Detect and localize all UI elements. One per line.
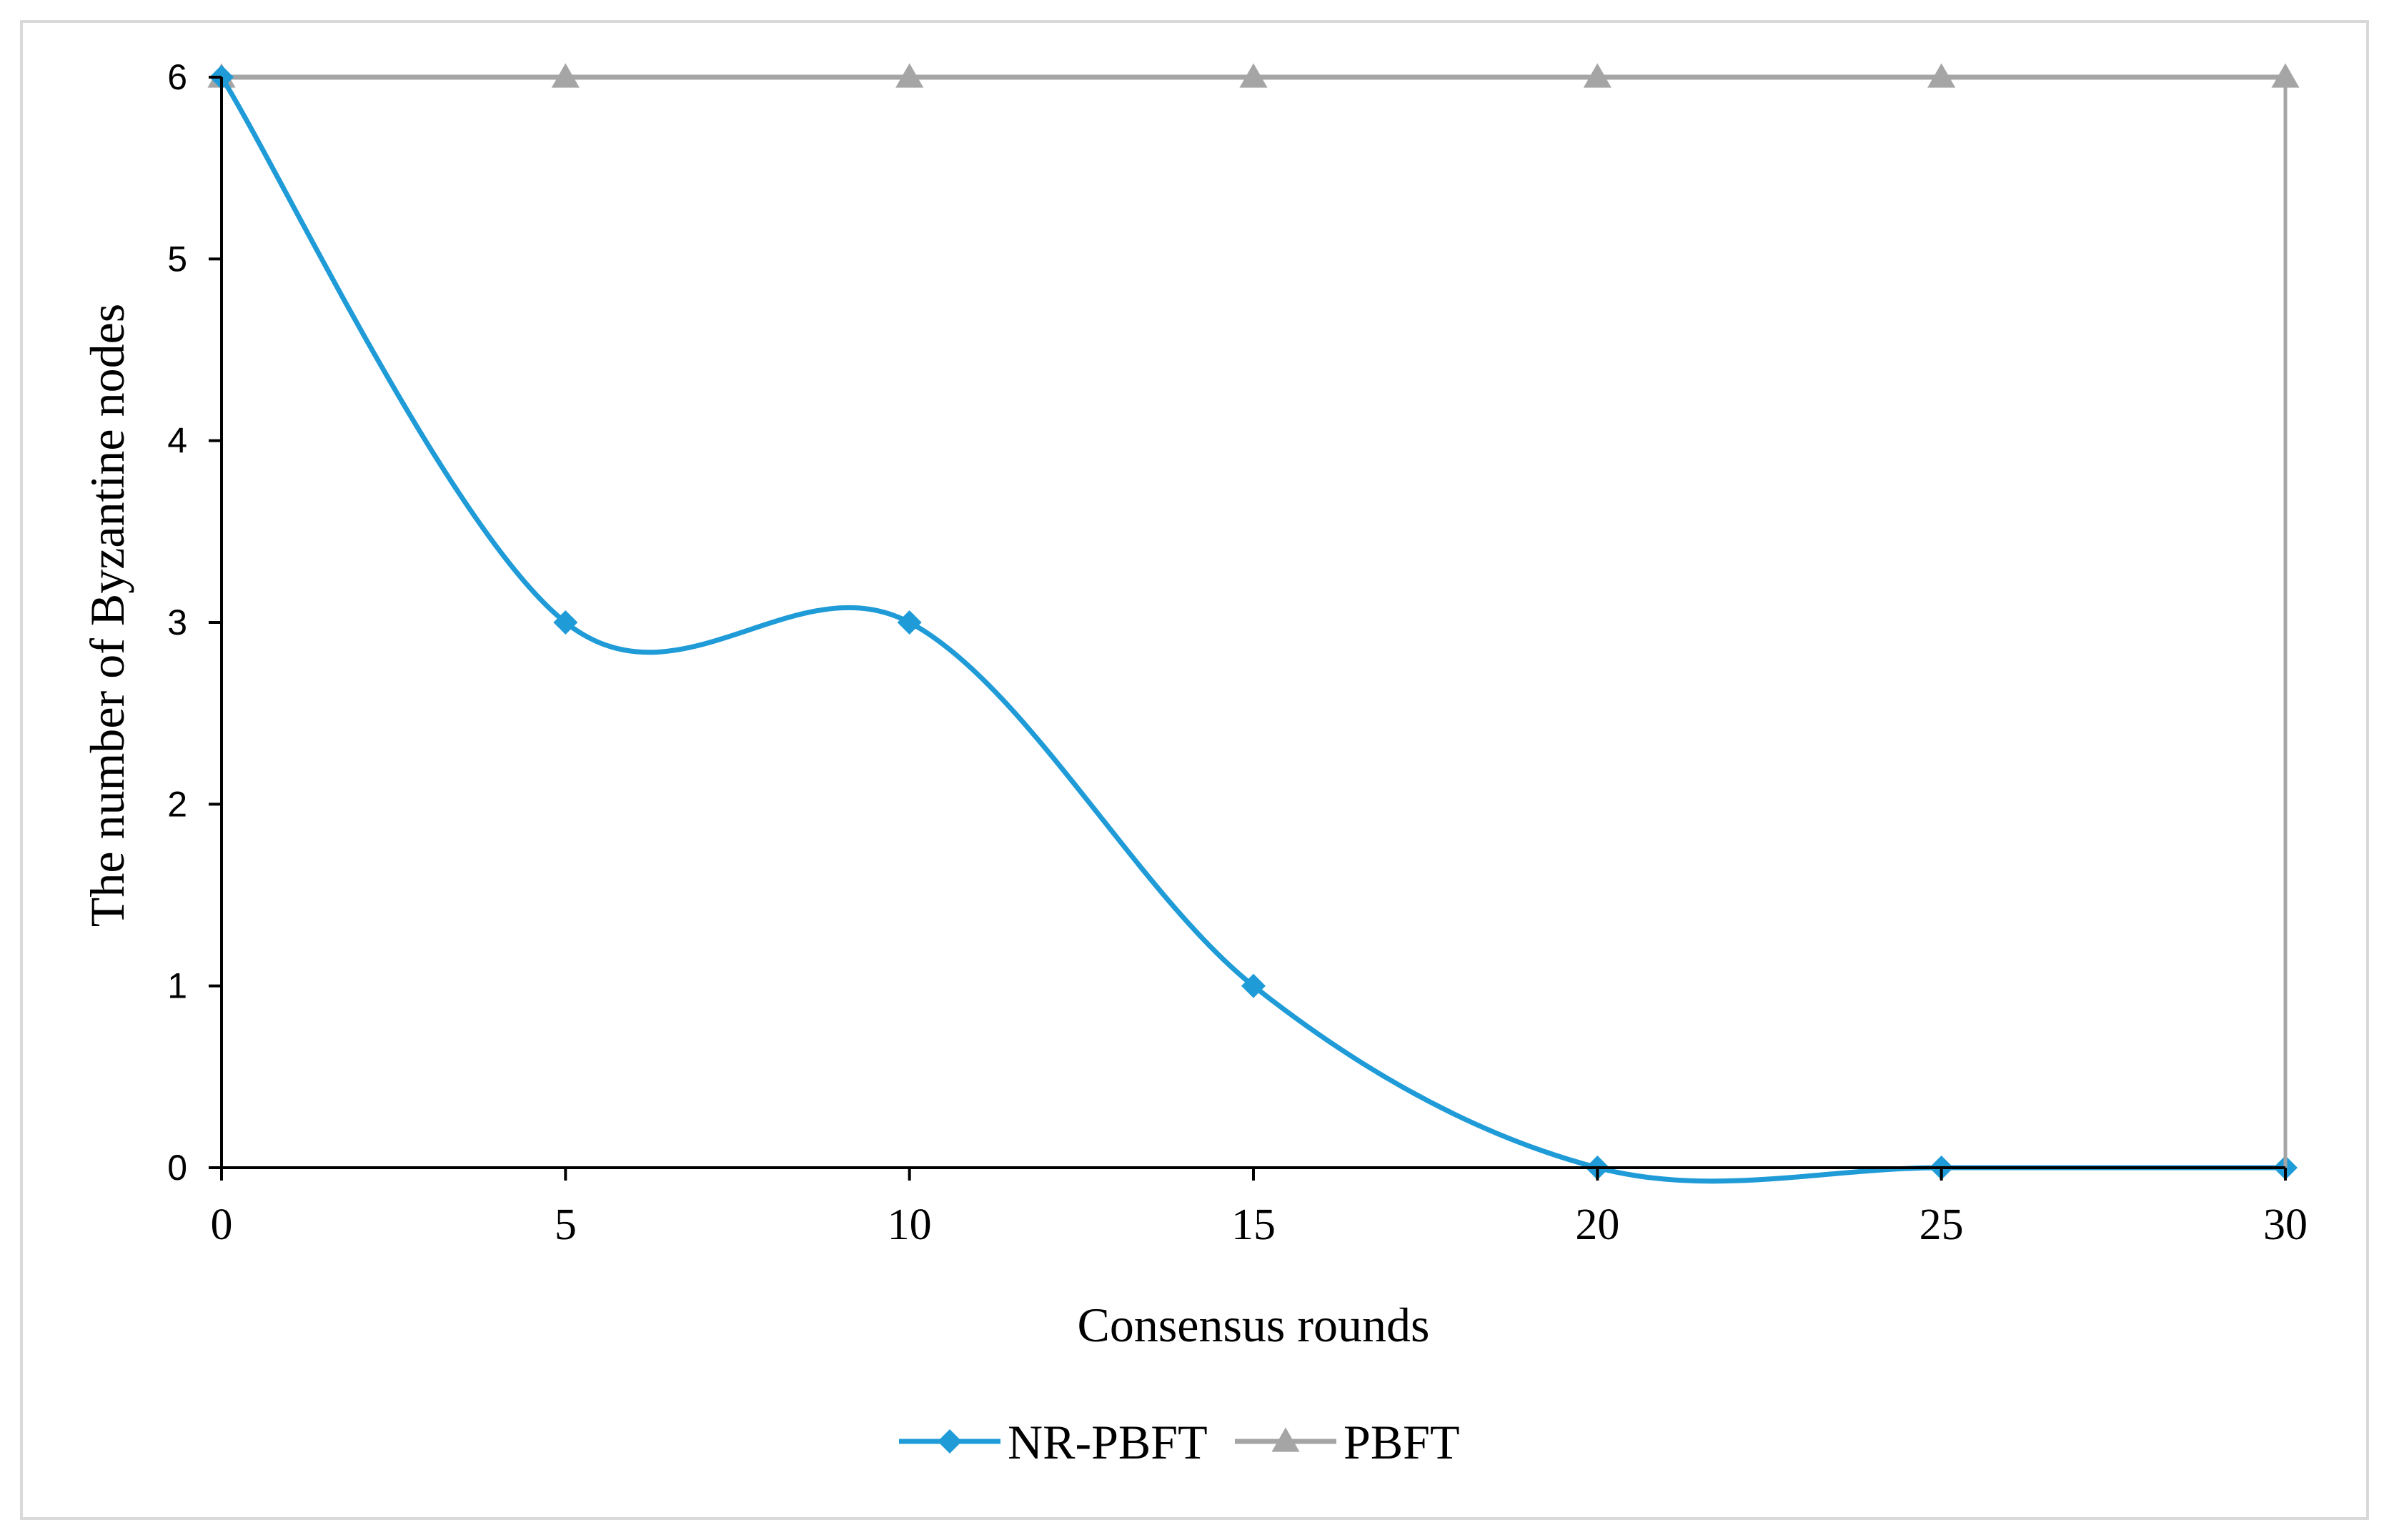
data-point-marker — [895, 63, 924, 88]
data-point-marker — [2271, 63, 2300, 88]
y-tick-label: 0 — [167, 1148, 187, 1188]
axes: 0 1 2 3 4 5 6 0 5 10 15 20 25 30 — [167, 57, 2308, 1249]
legend-label: NR-PBFT — [1008, 1415, 1208, 1469]
data-point-marker — [1927, 63, 1956, 88]
data-point-marker — [1583, 63, 1611, 88]
data-point-marker — [1271, 1427, 1300, 1452]
x-tick-label: 15 — [1231, 1201, 1276, 1249]
y-tick-label: 5 — [167, 239, 187, 279]
data-point-marker — [1241, 973, 1266, 998]
data-point-marker — [1239, 63, 1268, 88]
y-tick-label: 2 — [167, 784, 187, 824]
x-tick-label: 0 — [211, 1201, 233, 1249]
x-tick-label: 20 — [1575, 1201, 1619, 1249]
legend-label: PBFT — [1343, 1415, 1460, 1469]
y-tick-label: 4 — [167, 421, 187, 461]
legend-item: PBFT — [1235, 1415, 1460, 1469]
data-point-marker — [938, 1429, 962, 1454]
data-point-marker — [897, 610, 922, 635]
y-tick-label: 1 — [167, 966, 187, 1006]
x-tick-label: 10 — [888, 1201, 932, 1249]
y-axis-title: The number of Byzantine nodes — [80, 304, 134, 927]
y-tick-label: 6 — [167, 57, 187, 97]
data-point-marker — [551, 63, 580, 88]
data-point-marker — [553, 610, 578, 635]
x-tick-label: 5 — [555, 1201, 577, 1249]
x-tick-label: 25 — [1919, 1201, 1964, 1249]
legend-item: NR-PBFT — [899, 1415, 1208, 1469]
legend: NR-PBFT PBFT — [899, 1415, 1460, 1469]
chart-frame — [20, 20, 2369, 1520]
y-tick-label: 3 — [167, 602, 187, 642]
x-axis-title: Consensus rounds — [1077, 1298, 1429, 1352]
x-tick-label: 30 — [2263, 1201, 2308, 1249]
